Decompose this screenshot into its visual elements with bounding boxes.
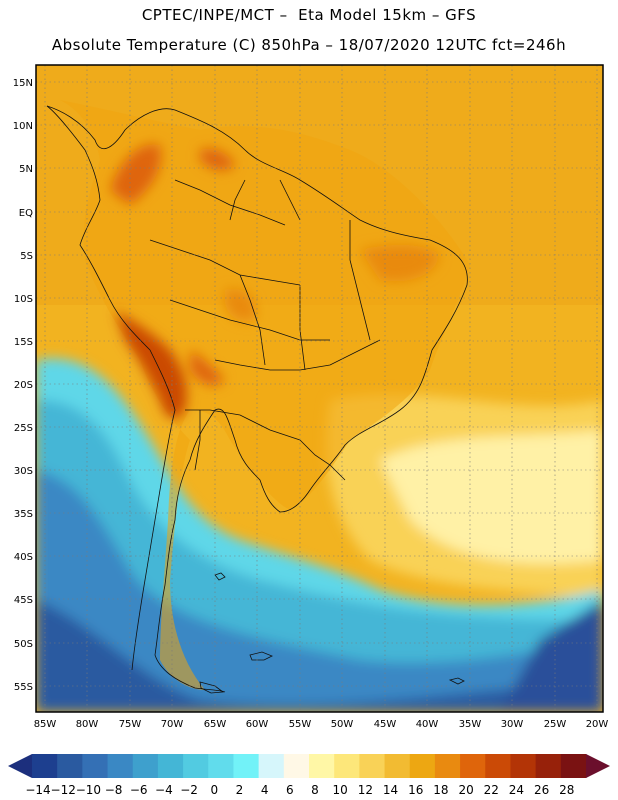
lat-tick-label: EQ [19, 208, 33, 219]
lon-tick-label: 70W [161, 719, 184, 730]
colorbar-box [485, 754, 511, 778]
colorbar-boxes [32, 754, 587, 778]
colorbar-label: −12 [51, 783, 76, 797]
land-warm-area [60, 100, 470, 690]
colorbar-label: 10 [333, 783, 348, 797]
lat-tick-label: 50S [14, 639, 33, 650]
colorbar-label: 26 [534, 783, 549, 797]
colorbar-box [535, 754, 562, 778]
lat-tick-label: 45S [14, 595, 33, 606]
colorbar-label: 4 [261, 783, 269, 797]
colorbar-box [107, 754, 134, 778]
colorbar-box [258, 754, 285, 778]
colorbar-label: 14 [383, 783, 398, 797]
colorbar-box [434, 754, 461, 778]
colorbar-label: 28 [559, 783, 574, 797]
colorbar-label: 22 [484, 783, 499, 797]
lat-tick-label: 25S [14, 423, 33, 434]
lon-tick-label: 85W [34, 719, 57, 730]
colorbar-box [82, 754, 109, 778]
colorbar-label: 0 [210, 783, 218, 797]
colorbar-box [132, 754, 159, 778]
colorbar-low-arrow [8, 754, 32, 778]
colorbar-label: 20 [458, 783, 473, 797]
lat-tick-label: 10N [13, 121, 33, 132]
lat-tick-label: 15N [13, 78, 33, 89]
lat-tick-label: 15S [14, 337, 33, 348]
gridlines [36, 65, 603, 712]
coastlines-and-borders [46, 105, 468, 694]
coldest-corner [500, 600, 603, 712]
lon-tick-label: 30W [501, 719, 524, 730]
lon-tick-label: 45W [374, 719, 397, 730]
temperature-map: 15N 10N 5N EQ 5S 10S 15S 20S 25S 30S 35S… [13, 64, 609, 730]
lon-tick-label: 25W [544, 719, 567, 730]
lat-tick-label: 5S [20, 251, 33, 262]
colorbar-box [560, 754, 587, 778]
colorbar-box [157, 754, 184, 778]
colorbar-label: −8 [105, 783, 123, 797]
lat-tick-label: 30S [14, 466, 33, 477]
lat-tick-label: 10S [14, 294, 33, 305]
colorbar-high-arrow [586, 754, 610, 778]
colorbar-box [233, 754, 260, 778]
lon-tick-label: 40W [416, 719, 439, 730]
colorbar-label: −4 [155, 783, 173, 797]
colorbar-box [283, 754, 310, 778]
colorbar-box [409, 754, 436, 778]
colorbar-label: 12 [358, 783, 373, 797]
colorbar-label: 24 [509, 783, 524, 797]
colorbar-box [183, 754, 209, 778]
lat-tick-label: 40S [14, 552, 33, 563]
lon-tick-label: 75W [119, 719, 142, 730]
longitude-ticks: 85W 80W 75W 70W 65W 60W 55W 50W 45W 40W … [34, 719, 609, 730]
colorbar-label: −6 [130, 783, 148, 797]
colorbar-label: 18 [433, 783, 448, 797]
colorbar-box [32, 754, 58, 778]
pale-yellow-zone [380, 430, 603, 564]
lat-tick-label: 55S [14, 682, 33, 693]
colorbar-box [57, 754, 83, 778]
chart-title-line-1: CPTEC/INPE/MCT – Eta Model 15km – GFS [141, 6, 477, 24]
lon-tick-label: 60W [246, 719, 269, 730]
colorbar-label: 6 [286, 783, 294, 797]
colorbar-box [460, 754, 486, 778]
map-field [36, 65, 603, 712]
latitude-ticks: 15N 10N 5N EQ 5S 10S 15S 20S 25S 30S 35S… [13, 78, 33, 693]
lat-tick-label: 35S [14, 509, 33, 520]
colorbar-legend: −14 −12 −10 −8 −6 −4 −2 0 2 4 6 8 10 12 14 16 18 20 22 24 26… [8, 754, 610, 797]
colorbar-box [208, 754, 234, 778]
chart-title-line-2: Absolute Temperature (C) 850hPa – 18/07/… [51, 36, 567, 54]
colorbar-label: 2 [236, 783, 244, 797]
lon-tick-label: 65W [204, 719, 227, 730]
colorbar-box [334, 754, 360, 778]
lon-tick-label: 35W [459, 719, 482, 730]
colorbar-label: −14 [25, 783, 50, 797]
lon-tick-label: 50W [331, 719, 354, 730]
colorbar-box [359, 754, 386, 778]
lat-tick-label: 5N [19, 164, 33, 175]
lat-tick-label: 20S [14, 380, 33, 391]
colorbar-box [384, 754, 411, 778]
lon-tick-label: 20W [586, 719, 609, 730]
colorbar-labels: −14 −12 −10 −8 −6 −4 −2 0 2 4 6 8 10 12 14 16 18 20 22 24 26… [25, 783, 574, 797]
map-frame [35, 64, 604, 713]
colorbar-box [309, 754, 335, 778]
colorbar-label: −2 [180, 783, 198, 797]
colorbar-label: 8 [311, 783, 319, 797]
colorbar-label: 16 [408, 783, 423, 797]
lon-tick-label: 80W [76, 719, 99, 730]
colorbar-box [510, 754, 537, 778]
colorbar-label: −10 [76, 783, 101, 797]
lon-tick-label: 55W [289, 719, 312, 730]
